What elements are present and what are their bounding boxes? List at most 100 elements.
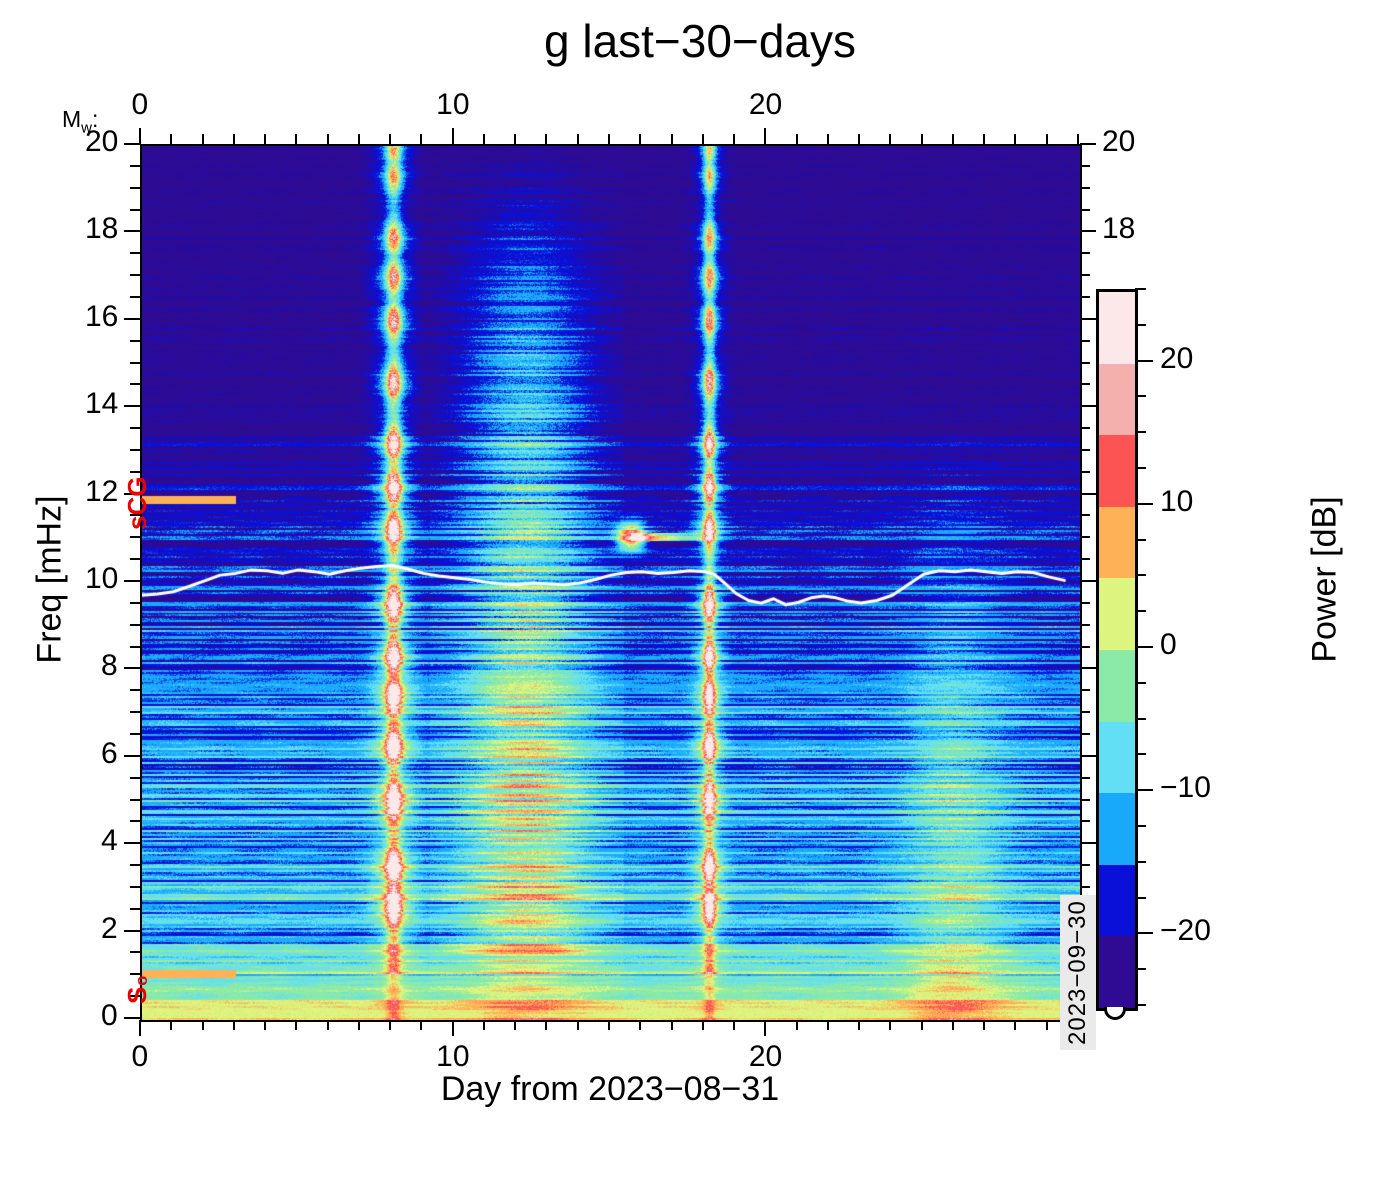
- axis-tick: [983, 134, 986, 144]
- axis-tick: [1080, 143, 1096, 145]
- axis-tick: [1135, 968, 1146, 971]
- axis-tick: [1135, 932, 1153, 935]
- colorbar[interactable]: [1096, 289, 1138, 1011]
- axis-tick: [170, 1020, 173, 1030]
- mw-axis-label-text: M: [62, 106, 82, 132]
- axis-tick: [130, 186, 140, 189]
- spectrogram-plot-area[interactable]: [140, 144, 1082, 1022]
- axis-tick-label: 8: [101, 649, 118, 683]
- axis-tick: [1135, 395, 1146, 398]
- axis-tick: [130, 885, 140, 888]
- axis-tick: [1080, 842, 1096, 845]
- colorbar-band: [1099, 793, 1135, 865]
- axis-tick: [1080, 732, 1090, 735]
- axis-tick: [1080, 186, 1090, 189]
- axis-tick: [1135, 323, 1146, 326]
- axis-tick: [201, 134, 204, 144]
- axis-tick: [701, 1020, 704, 1030]
- axis-tick: [889, 1020, 892, 1030]
- axis-tick: [576, 134, 579, 144]
- axis-tick: [670, 134, 673, 144]
- axis-tick: [232, 134, 235, 144]
- axis-tick: [889, 134, 892, 144]
- axis-tick: [1135, 538, 1146, 541]
- axis-tick: [124, 405, 140, 408]
- axis-tick: [1080, 776, 1090, 779]
- end-date-tag: 2023−09−30: [1060, 895, 1096, 1050]
- axis-tick: [124, 1017, 140, 1019]
- axis-tick-label: 20: [748, 88, 783, 121]
- axis-tick: [858, 134, 861, 144]
- axis-tick: [1080, 885, 1090, 888]
- mode-annotation-S0: S₀: [122, 975, 152, 1005]
- axis-tick: [670, 1020, 673, 1030]
- y-axis-title: Freq [mHz]: [30, 495, 69, 664]
- axis-tick: [920, 134, 923, 144]
- axis-tick-label: 20: [1102, 125, 1136, 158]
- axis-tick: [130, 864, 140, 867]
- axis-tick: [1080, 317, 1096, 320]
- axis-tick: [1080, 536, 1090, 539]
- colorbar-band: [1099, 578, 1135, 650]
- axis-tick: [1135, 646, 1153, 648]
- axis-tick: [826, 1020, 829, 1030]
- colorbar-band: [1099, 292, 1135, 364]
- axis-tick: [264, 134, 267, 144]
- axis-tick-label: 10: [1160, 484, 1194, 518]
- axis-tick: [1080, 230, 1096, 233]
- axis-tick-label: 10: [436, 1040, 470, 1073]
- axis-tick: [130, 951, 140, 954]
- axis-tick: [1135, 502, 1153, 505]
- axis-tick: [451, 128, 454, 144]
- axis-tick: [124, 230, 140, 233]
- axis-tick: [1080, 339, 1090, 342]
- mode-annotation-sCG: sCG: [122, 476, 152, 530]
- axis-tick: [1135, 467, 1146, 469]
- spectrogram-heatmap[interactable]: [142, 146, 1080, 1020]
- axis-tick: [951, 1020, 954, 1030]
- axis-tick: [1080, 689, 1090, 692]
- axis-tick: [764, 1020, 767, 1036]
- axis-tick: [130, 208, 140, 211]
- axis-tick-label: 14: [85, 387, 119, 421]
- axis-tick: [951, 134, 954, 144]
- axis-tick: [1135, 681, 1146, 684]
- axis-tick: [1080, 798, 1090, 801]
- axis-tick: [733, 1020, 736, 1030]
- axis-tick: [264, 1020, 267, 1030]
- axis-tick: [795, 1020, 798, 1030]
- axis-tick: [1014, 134, 1017, 144]
- axis-tick: [124, 842, 140, 845]
- axis-tick: [130, 601, 140, 604]
- axis-tick: [1080, 514, 1090, 517]
- axis-tick: [1014, 1020, 1017, 1030]
- axis-tick: [139, 128, 141, 144]
- colorbar-band: [1099, 936, 1135, 1008]
- axis-tick-label: 2: [101, 911, 118, 945]
- axis-tick-label: 10: [85, 562, 119, 595]
- axis-tick: [576, 1020, 579, 1030]
- mw-axis-label-sub: w: [81, 119, 93, 137]
- axis-tick: [1080, 601, 1090, 604]
- axis-tick: [130, 361, 140, 364]
- axis-tick: [764, 128, 767, 144]
- axis-tick: [1135, 789, 1153, 792]
- axis-tick: [130, 295, 140, 298]
- axis-tick: [608, 134, 610, 144]
- axis-tick: [420, 1020, 423, 1030]
- axis-tick: [326, 1020, 329, 1030]
- axis-tick: [1135, 753, 1146, 756]
- axis-tick: [1080, 558, 1090, 561]
- axis-tick: [139, 1020, 141, 1036]
- axis-tick: [1135, 860, 1146, 863]
- axis-tick: [1080, 383, 1090, 386]
- axis-tick: [130, 995, 140, 998]
- axis-tick: [389, 134, 392, 144]
- axis-tick: [1135, 610, 1146, 613]
- axis-tick: [795, 134, 798, 144]
- axis-tick: [733, 134, 736, 144]
- axis-tick: [170, 134, 173, 144]
- axis-tick: [1080, 448, 1090, 451]
- axis-tick: [1080, 361, 1090, 364]
- axis-tick: [201, 1020, 204, 1030]
